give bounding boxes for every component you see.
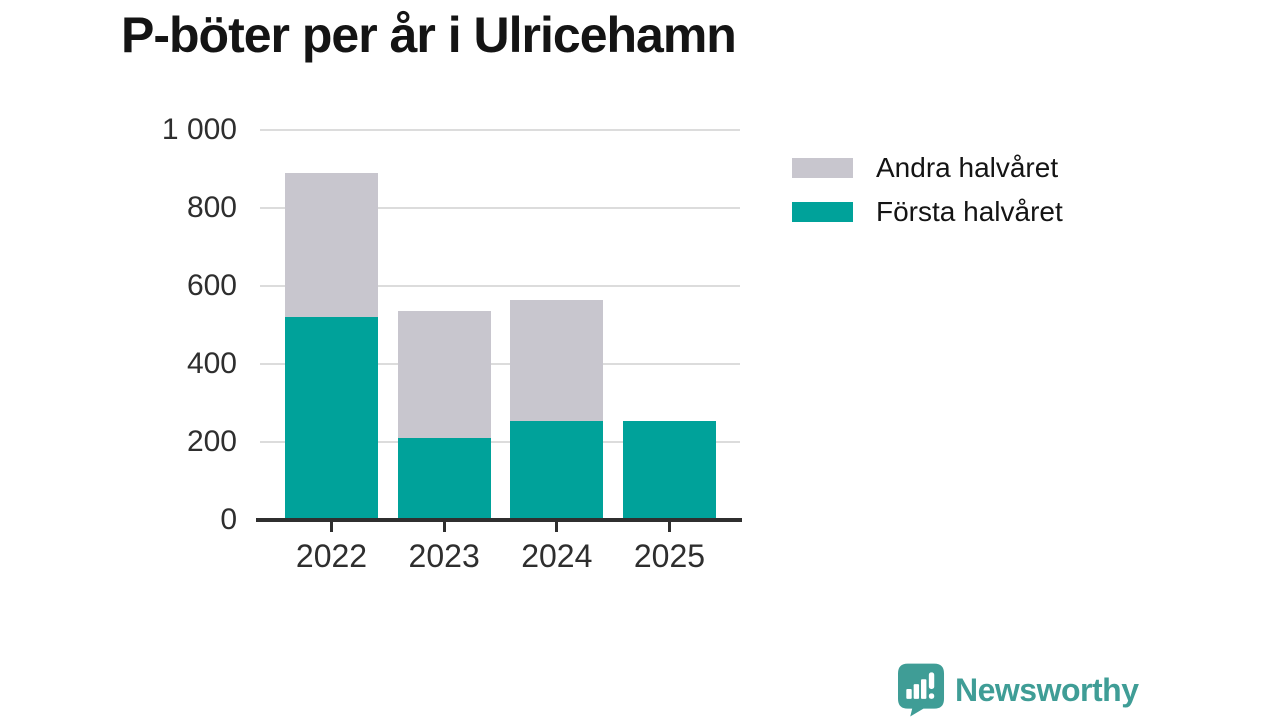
gridline-600: [260, 285, 740, 287]
y-axis-label-800: 800: [186, 191, 237, 224]
x-axis-tick-2023: [442, 522, 446, 532]
gridline-800: [260, 207, 740, 209]
plot-area: [256, 129, 742, 522]
legend-swatch-andra-halvaret: [792, 157, 853, 178]
x-axis-tick-2024: [555, 522, 559, 532]
legend: Andra halvåret Första halvåret: [792, 151, 1063, 239]
y-axis-label-0: 0: [220, 503, 237, 536]
bar-segment-2025-första: [622, 420, 716, 520]
x-axis-label-2024: 2024: [521, 538, 593, 574]
bar-segment-2023-första: [397, 438, 491, 520]
brand-name: Newsworthy: [955, 671, 1139, 708]
bar-segment-2022-andra: [285, 172, 378, 318]
legend-item-forsta-halvaret: Första halvåret: [792, 195, 1063, 228]
bar-segment-2023-andra: [397, 311, 491, 439]
legend-label-andra-halvaret: Andra halvåret: [876, 151, 1059, 183]
newsworthy-logo: Newsworthy: [898, 663, 1139, 717]
bar-segment-2024-första: [510, 420, 604, 520]
x-axis-line: [256, 518, 742, 522]
y-axis-label-600: 600: [186, 269, 237, 302]
gridline-200: [260, 441, 740, 443]
mini-bar-chart-glyph: [906, 672, 935, 699]
gridline-1000: [260, 129, 740, 131]
y-axis-label-400: 400: [186, 347, 237, 380]
gridline-400: [260, 363, 740, 365]
legend-swatch-forsta-halvaret: [792, 201, 853, 222]
y-axis-label-200: 200: [186, 425, 237, 458]
x-axis-label-2022: 2022: [295, 538, 368, 574]
legend-item-andra-halvaret: Andra halvåret: [792, 151, 1063, 184]
bar-segment-2022-första: [285, 317, 378, 520]
legend-label-forsta-halvaret: Första halvåret: [876, 195, 1063, 227]
x-axis-tick-2022: [330, 522, 333, 532]
x-axis-label-2023: 2023: [408, 538, 480, 574]
newsworthy-speech-bubble-icon: [898, 663, 945, 717]
x-axis-label-2025: 2025: [633, 538, 706, 574]
x-axis-tick-2025: [667, 522, 671, 532]
bar-segment-2024-andra: [510, 299, 604, 421]
chart-title: P-böter per år i Ulricehamn: [121, 7, 737, 63]
y-axis-label-1000: 1 000: [161, 113, 237, 146]
